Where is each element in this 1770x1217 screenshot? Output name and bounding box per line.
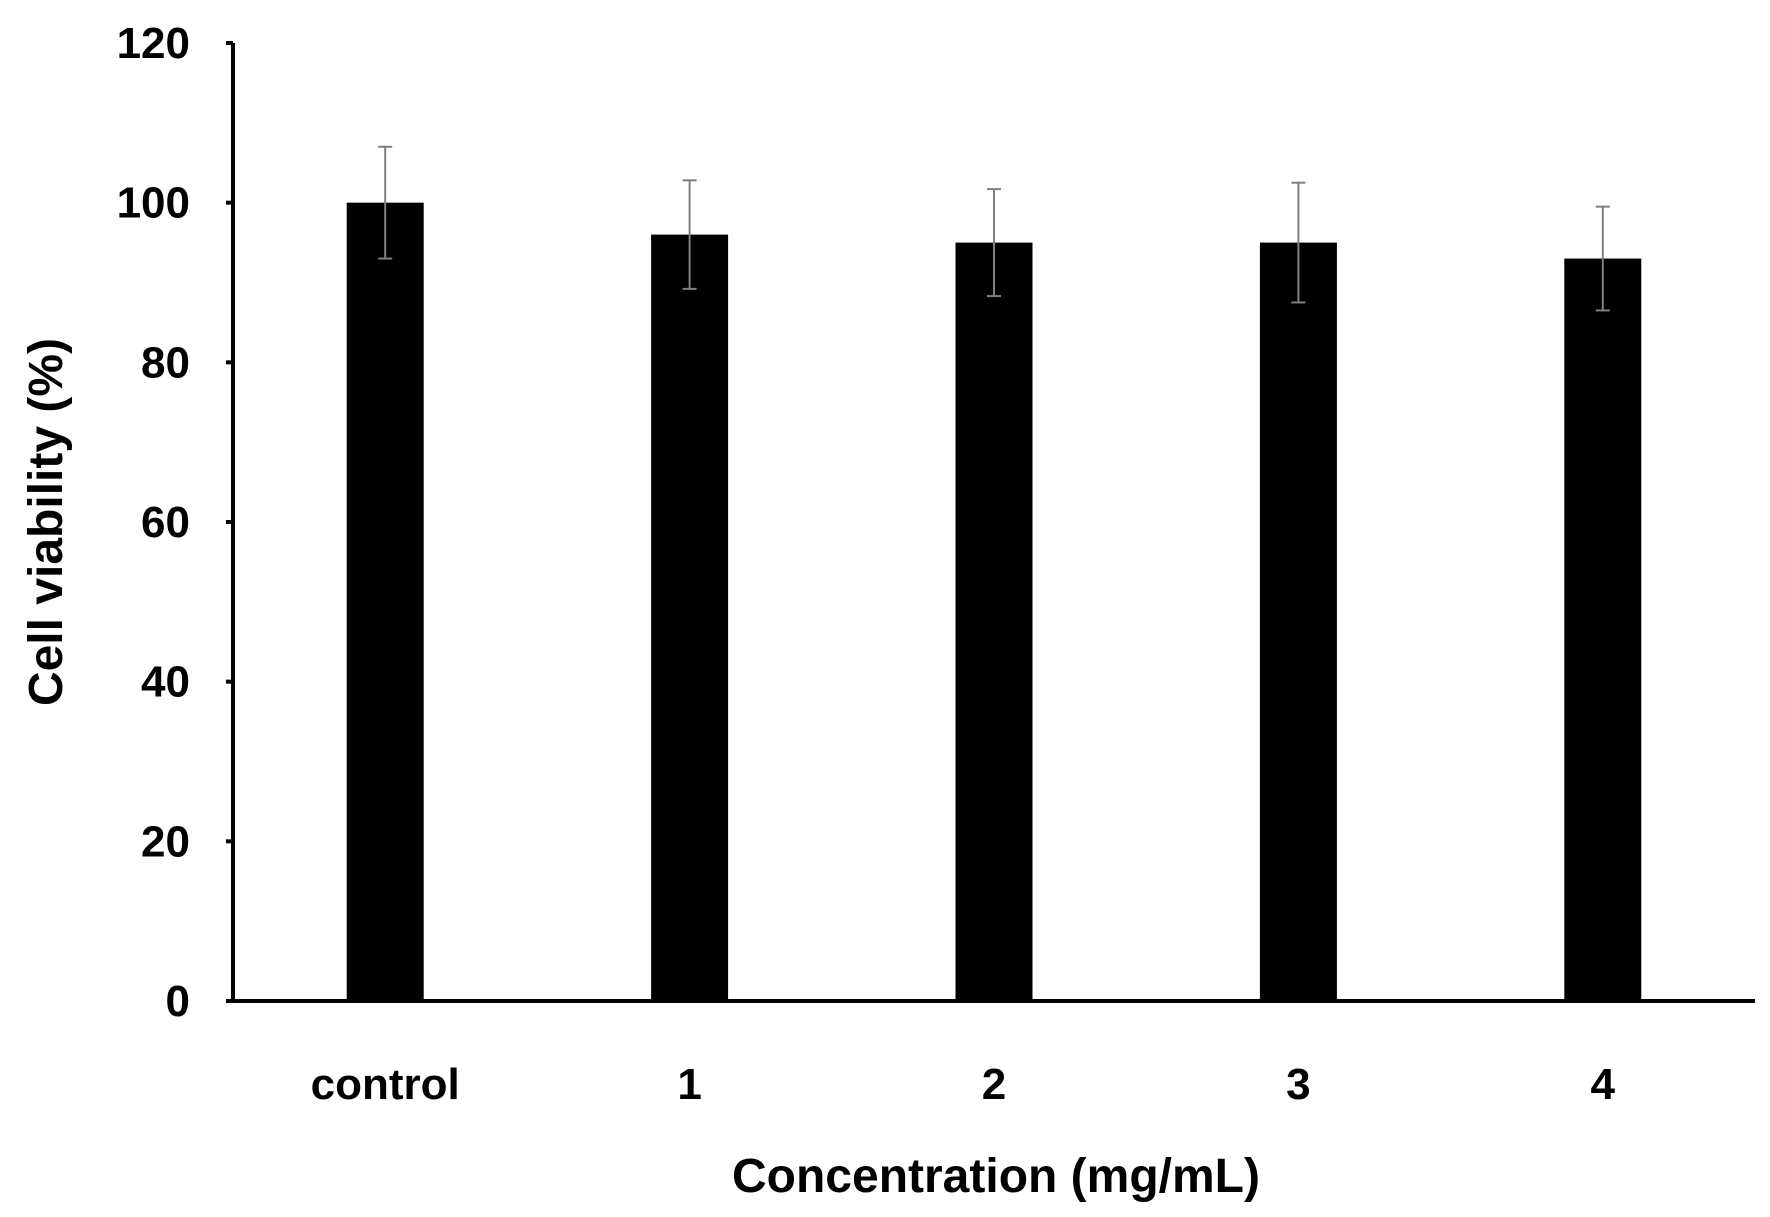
y-tick-label-60: 60 — [141, 498, 190, 547]
x-tick-label-3: 3 — [1286, 1060, 1310, 1109]
x-tick-label-4: 4 — [1591, 1060, 1616, 1109]
bar-4 — [1564, 258, 1642, 1001]
bar-2 — [955, 242, 1033, 1002]
y-tick-label-80: 80 — [141, 338, 190, 387]
y-tick-label-120: 120 — [117, 19, 190, 68]
x-tick-label-1: 1 — [677, 1060, 701, 1109]
x-tick-label-2: 2 — [982, 1060, 1006, 1109]
error-bar-1 — [682, 179, 697, 290]
x-axis-title: Concentration (mg/mL) — [732, 1150, 1260, 1203]
bar-3 — [1259, 242, 1337, 1002]
y-ticks-layer: 0 20 40 60 80 100 120 — [117, 19, 233, 1026]
bars-layer — [346, 202, 1642, 1002]
error-bar-control — [378, 145, 393, 260]
error-bar-2 — [987, 188, 1001, 298]
y-tick-label-40: 40 — [141, 658, 190, 707]
error-bars-layer — [378, 145, 1610, 312]
bar-1 — [651, 234, 729, 1002]
error-bar-4 — [1595, 205, 1610, 312]
y-axis-title: Cell viability (%) — [20, 338, 73, 706]
x-tick-label-control: control — [311, 1060, 460, 1109]
error-bar-3 — [1291, 181, 1306, 304]
bar-control — [346, 202, 424, 1001]
y-tick-label-0: 0 — [166, 977, 190, 1026]
y-tick-label-20: 20 — [141, 817, 190, 866]
y-tick-label-100: 100 — [117, 179, 190, 228]
x-ticks-layer: control 1 2 3 4 — [311, 1060, 1616, 1109]
